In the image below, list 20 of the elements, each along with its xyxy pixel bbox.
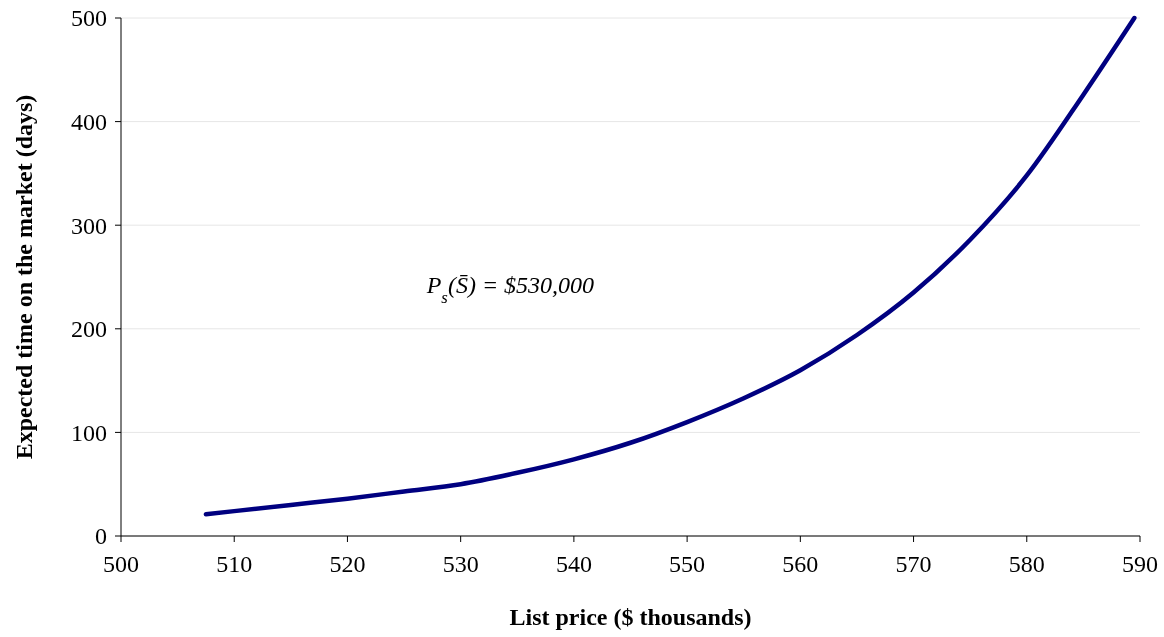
x-tick-label: 550	[669, 551, 706, 577]
x-axis-title: List price ($ thousands)	[509, 604, 752, 630]
x-tick-label: 590	[1122, 551, 1158, 577]
y-tick-label: 500	[71, 5, 107, 32]
x-tick-label: 510	[216, 551, 253, 577]
line-series	[203, 15, 1137, 517]
x-tick-label: 530	[442, 551, 479, 577]
x-tick-label: 500	[103, 551, 139, 577]
x-tick-label: 560	[782, 551, 819, 577]
y-tick-label: 0	[95, 523, 107, 550]
x-tick-label: 540	[555, 551, 592, 577]
y-axis-title: Expected time on the market (days)	[11, 94, 37, 460]
y-tick-label: 400	[71, 109, 107, 135]
x-tick-label: 520	[329, 551, 366, 577]
y-tick-label: 100	[71, 419, 107, 446]
x-tick-label: 580	[1008, 551, 1045, 577]
y-tick-label: 300	[71, 212, 107, 239]
x-tick-label: 570	[895, 551, 932, 577]
annotation: P$_{s}$(S̄) = $530,000	[425, 271, 595, 307]
y-tick-label: 200	[71, 316, 107, 343]
